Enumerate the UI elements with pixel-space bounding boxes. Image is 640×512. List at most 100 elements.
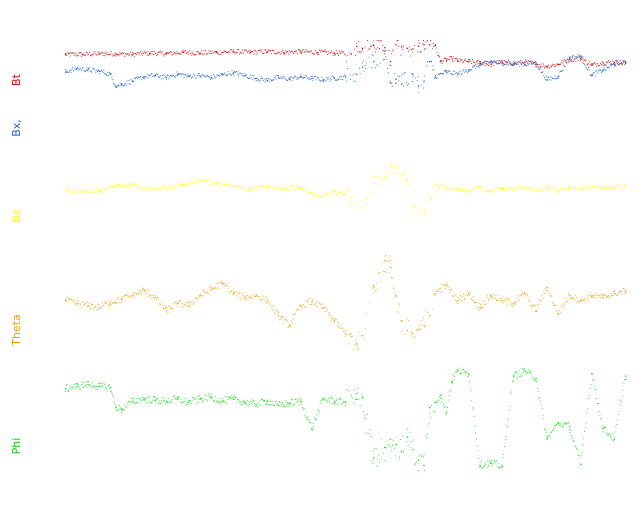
data-point (317, 195, 319, 198)
data-point (333, 320, 336, 322)
data-point (384, 446, 386, 449)
data-point (233, 293, 235, 295)
data-point (154, 75, 156, 77)
data-point (143, 290, 145, 292)
data-point (535, 310, 537, 312)
data-point (401, 46, 403, 48)
data-point (233, 51, 235, 53)
data-point (625, 61, 627, 63)
data-point (580, 58, 582, 60)
data-point (406, 436, 408, 438)
data-point (177, 73, 179, 75)
data-point (423, 44, 425, 46)
data-point (490, 462, 492, 464)
data-point (65, 54, 67, 56)
data-point (216, 183, 218, 185)
panel-label-bt: Bt (10, 73, 23, 86)
data-point (546, 65, 548, 68)
data-point (613, 61, 616, 63)
data-point (345, 76, 347, 78)
data-point (401, 174, 403, 176)
data-point (199, 398, 201, 400)
series-theta-theta (65, 255, 627, 351)
data-point (361, 206, 364, 209)
data-point (557, 422, 560, 425)
data-point (423, 464, 425, 467)
data-point (115, 53, 117, 55)
data-point (210, 396, 212, 398)
data-point (361, 47, 364, 49)
data-point (417, 215, 420, 217)
data-point (87, 383, 89, 386)
data-point (451, 380, 453, 383)
data-point (165, 400, 168, 402)
data-point (479, 64, 481, 66)
data-point (384, 50, 386, 52)
data-point (132, 54, 134, 56)
data-point (412, 333, 414, 335)
data-point (580, 55, 582, 57)
data-point (373, 182, 375, 185)
data-point (210, 77, 212, 79)
data-point (457, 300, 459, 302)
data-point (479, 62, 481, 64)
data-point (165, 77, 168, 79)
data-point (98, 386, 100, 388)
data-point (501, 62, 504, 64)
series-phi-phi (65, 367, 627, 471)
data-point (501, 300, 504, 302)
panel-label-bz: Bz (10, 209, 23, 223)
data-point (423, 210, 425, 212)
data-point (451, 58, 453, 60)
data-point (613, 293, 616, 295)
data-point (591, 373, 593, 375)
data-point (65, 71, 67, 73)
data-point (199, 52, 201, 54)
data-point (356, 202, 358, 204)
data-point (429, 44, 431, 46)
data-point (289, 402, 291, 405)
data-point (373, 457, 375, 459)
data-point (109, 73, 112, 75)
data-point (115, 85, 117, 87)
data-point (115, 407, 117, 409)
data-point (401, 83, 403, 85)
data-point (417, 459, 420, 461)
data-point (65, 388, 67, 390)
data-point (557, 75, 560, 77)
data-point (546, 79, 548, 81)
data-point (384, 47, 386, 49)
data-point (182, 184, 184, 186)
data-point (356, 398, 358, 400)
trace-theta-theta (65, 255, 626, 351)
data-point (524, 370, 526, 372)
data-point (468, 69, 470, 71)
data-point (317, 51, 319, 54)
data-point (513, 63, 515, 65)
data-point (266, 400, 268, 402)
data-point (417, 45, 420, 47)
data-point (188, 75, 190, 77)
data-point (395, 78, 397, 80)
data-point (625, 291, 627, 293)
data-point (333, 400, 336, 402)
data-point (423, 80, 425, 82)
data-point (513, 303, 515, 305)
data-point (625, 184, 627, 186)
data-point (557, 190, 560, 192)
data-point (143, 398, 145, 400)
data-point (98, 53, 100, 55)
data-point (233, 72, 235, 74)
data-point (490, 295, 492, 297)
data-point (266, 51, 268, 53)
trace-bt-bt (65, 40, 626, 69)
data-point (445, 187, 448, 189)
data-point (356, 73, 358, 75)
data-point (177, 303, 179, 305)
data-point (395, 295, 397, 297)
data-point (121, 409, 123, 411)
data-point (401, 451, 403, 453)
data-point (283, 51, 285, 54)
data-point (244, 401, 246, 404)
data-point (569, 57, 571, 59)
